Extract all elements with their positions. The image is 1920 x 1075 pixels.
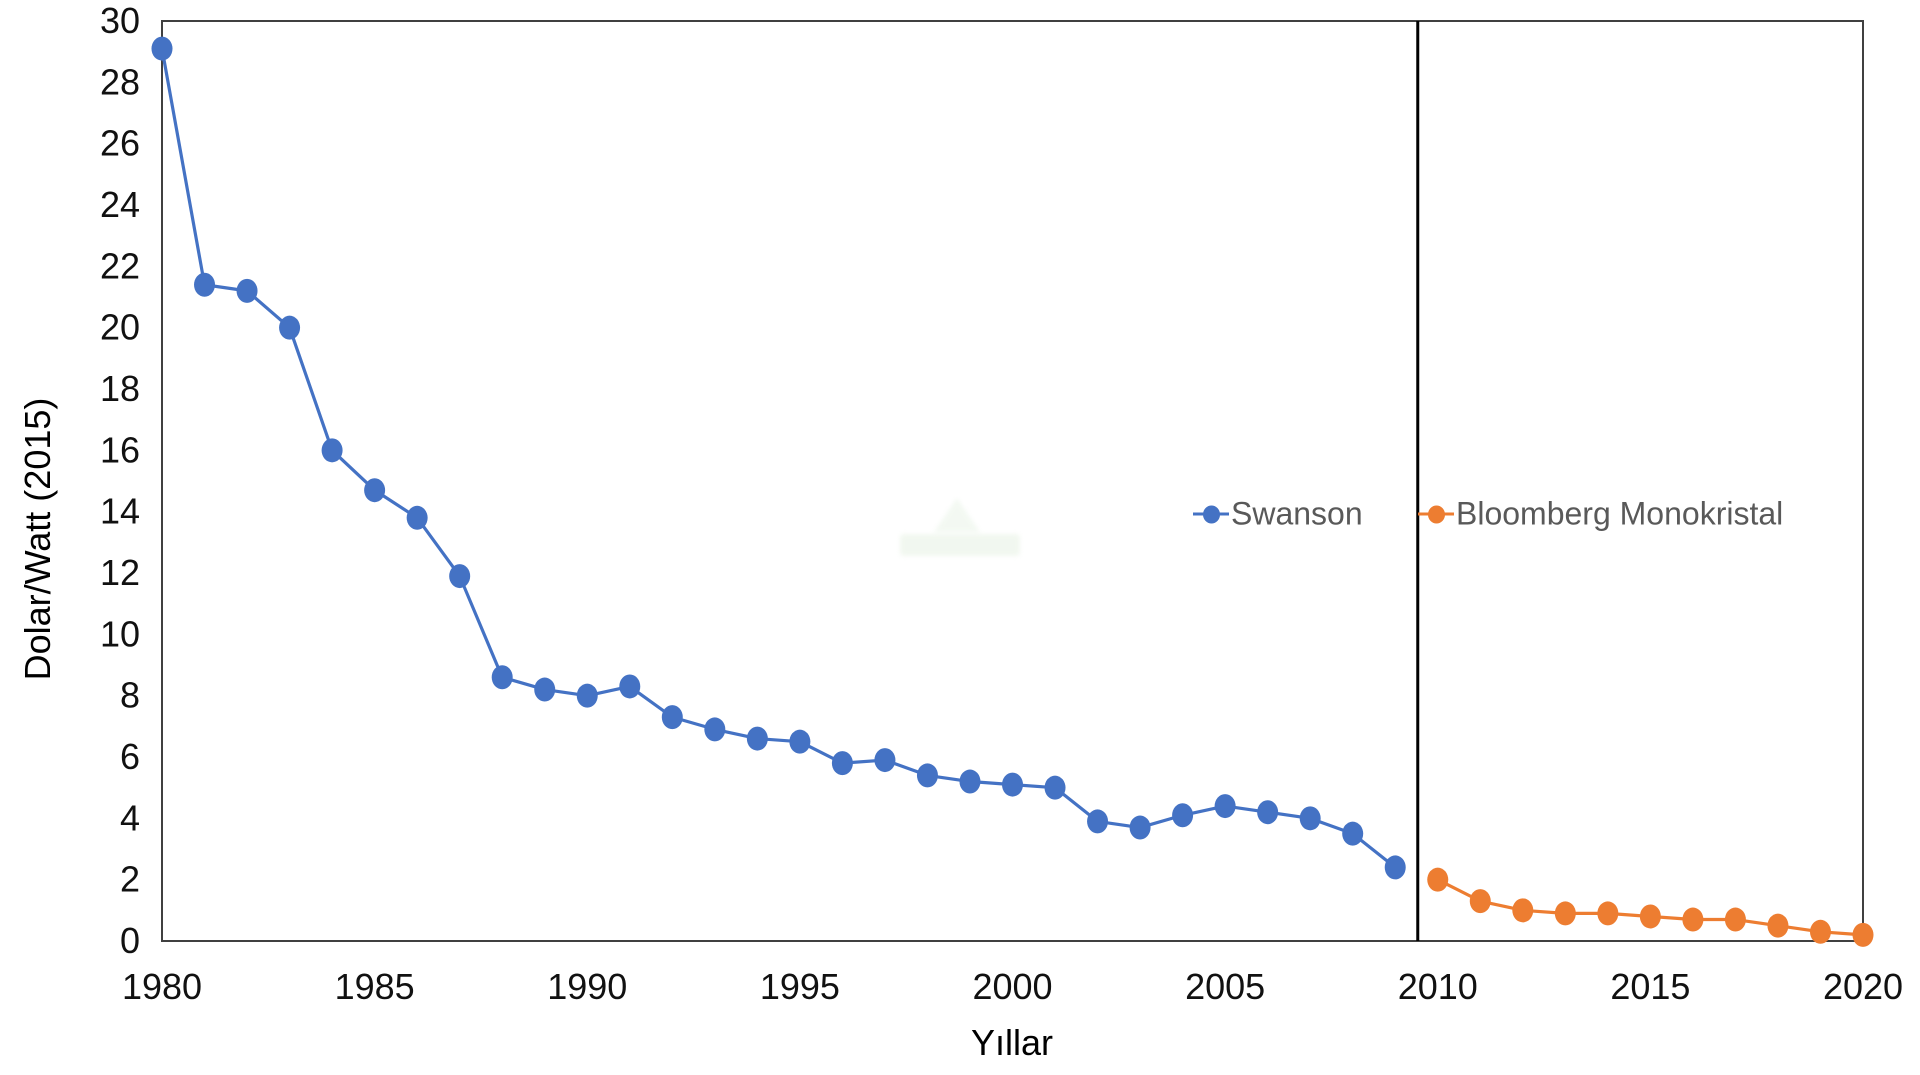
data-point[interactable] — [1172, 803, 1194, 828]
y-axis-tick-label: 24 — [100, 184, 140, 225]
x-axis-tick-label: 2020 — [1823, 966, 1903, 1007]
y-axis-tick-label: 16 — [100, 429, 140, 470]
y-axis-tick-label: 0 — [120, 920, 140, 961]
data-point[interactable] — [1767, 913, 1789, 938]
x-axis-tick-label: 1985 — [335, 966, 415, 1007]
data-point[interactable] — [619, 674, 641, 699]
y-axis-tick-label: 12 — [100, 552, 140, 593]
data-point[interactable] — [1384, 855, 1406, 880]
data-point[interactable] — [534, 677, 556, 702]
data-point[interactable] — [1002, 772, 1023, 797]
y-axis-tick-label: 4 — [120, 797, 140, 838]
data-point[interactable] — [1852, 922, 1874, 947]
data-point[interactable] — [1129, 815, 1151, 840]
data-point[interactable] — [279, 315, 301, 340]
y-axis-title: Dolar/Watt (2015) — [17, 397, 58, 681]
data-point[interactable] — [1257, 800, 1279, 825]
x-axis-tick-label: 2010 — [1398, 966, 1478, 1007]
data-point[interactable] — [789, 729, 811, 754]
data-point[interactable] — [1512, 898, 1534, 923]
data-point[interactable] — [449, 564, 471, 589]
x-axis-tick-label: 1990 — [547, 966, 627, 1007]
data-point[interactable] — [1342, 821, 1364, 846]
y-axis-tick-label: 14 — [100, 491, 140, 532]
data-point[interactable] — [746, 726, 768, 751]
data-point[interactable] — [194, 272, 216, 297]
data-point[interactable] — [916, 763, 938, 788]
plot-frame — [161, 20, 1864, 942]
y-axis-tick-label: 2 — [120, 859, 140, 900]
y-axis-tick-label: 28 — [100, 61, 140, 102]
bloomberg-series-marker-icon — [1418, 505, 1454, 523]
data-point[interactable] — [1087, 809, 1109, 834]
data-point[interactable] — [1299, 806, 1321, 831]
y-axis-tick-label: 22 — [100, 245, 140, 286]
x-axis-tick-label: 1980 — [122, 966, 202, 1007]
series-line-0 — [160, 48, 1397, 869]
data-point[interactable] — [1809, 919, 1831, 944]
data-point[interactable] — [874, 748, 896, 773]
data-point[interactable] — [959, 769, 981, 794]
y-axis-tick-label: 18 — [100, 368, 140, 409]
y-axis-tick-label: 26 — [100, 123, 140, 164]
swanson-series-marker-icon — [1193, 505, 1229, 523]
x-axis-tick-label: 1995 — [760, 966, 840, 1007]
data-point[interactable] — [364, 478, 386, 503]
legend-item-bloomberg[interactable]: Bloomberg Monokristal — [1418, 496, 1783, 533]
data-point[interactable] — [1682, 907, 1704, 932]
legend-label-bloomberg: Bloomberg Monokristal — [1456, 495, 1784, 532]
data-point[interactable] — [491, 665, 513, 690]
legend-item-swanson[interactable]: Swanson — [1193, 496, 1363, 533]
x-axis-title: Yıllar — [970, 1022, 1054, 1063]
data-point[interactable] — [1214, 794, 1236, 819]
data-point[interactable] — [831, 751, 853, 776]
x-axis-tick-label: 2000 — [972, 966, 1052, 1007]
legend-label-swanson: Swanson — [1231, 495, 1363, 532]
data-point[interactable] — [1724, 907, 1746, 932]
data-point[interactable] — [236, 278, 258, 303]
y-axis-tick-label: 10 — [100, 613, 140, 654]
data-point[interactable] — [661, 705, 683, 730]
data-point[interactable] — [1469, 889, 1491, 914]
data-point[interactable] — [1554, 901, 1576, 926]
data-point[interactable] — [321, 438, 343, 463]
data-point[interactable] — [151, 36, 173, 61]
x-axis-tick-label: 2015 — [1610, 966, 1690, 1007]
data-point[interactable] — [1639, 904, 1661, 929]
y-axis-tick-label: 6 — [120, 736, 140, 777]
data-point[interactable] — [576, 683, 598, 708]
x-axis-tick-label: 2005 — [1185, 966, 1265, 1007]
data-point[interactable] — [1597, 901, 1619, 926]
data-point[interactable] — [406, 505, 428, 530]
y-axis-tick-label: 30 — [100, 0, 140, 41]
y-axis-tick-label: 20 — [100, 307, 140, 348]
data-point[interactable] — [1427, 867, 1449, 892]
y-axis-tick-label: 8 — [120, 675, 140, 716]
data-point[interactable] — [1044, 775, 1066, 800]
data-point[interactable] — [704, 717, 726, 742]
